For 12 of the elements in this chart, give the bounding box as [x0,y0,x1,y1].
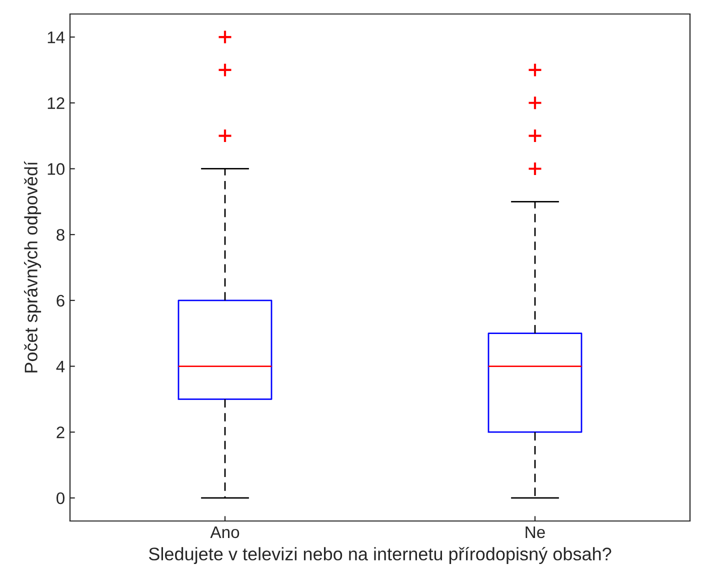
y-tick-label: 2 [56,426,64,438]
y-axis-title: Počet správných odpovědí [24,161,42,372]
y-tick-label: 8 [56,228,64,241]
y-tick-label: 4 [56,360,65,372]
y-tick-label: 0 [56,492,64,504]
y-tick-label: 14 [48,32,65,44]
x-axis-title: Sledujete v televizi nebo na internetu přírodopisný obsah? [148,546,612,564]
x-tick-label: Ano [210,526,240,538]
x-tick-label: Ne [526,526,545,538]
y-tick-label: 12 [48,97,64,109]
y-tick-label: 6 [56,294,64,307]
y-tick-label: 10 [48,163,64,175]
